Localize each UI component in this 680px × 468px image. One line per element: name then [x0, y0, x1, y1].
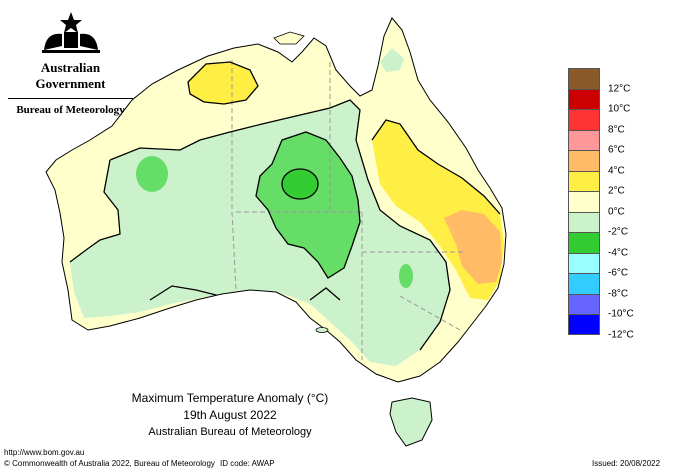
legend-label: -8°C [608, 288, 629, 299]
legend-label: -6°C [608, 267, 629, 279]
legend-swatch [568, 150, 600, 171]
nw-warm-zone [188, 62, 258, 104]
se-cool-spot [399, 264, 413, 288]
legend-swatch [568, 109, 600, 130]
anomaly-zone-minus4 [256, 132, 360, 278]
footer-id-code: ID code: AWAP [220, 459, 275, 468]
footer-copyright: © Commonwealth of Australia 2022, Bureau… [4, 459, 215, 468]
footer-issued: Issued: 20/08/2022 [592, 459, 661, 468]
legend-swatch [568, 170, 600, 191]
map-source: Australian Bureau of Meteorology [148, 426, 312, 438]
anomaly-zone-minus6 [282, 169, 318, 199]
legend-label: 6°C [608, 144, 625, 156]
map-caption: Maximum Temperature Anomaly (°C) 19th Au… [80, 390, 380, 441]
legend-label: 0°C [608, 206, 625, 217]
legend-swatch [568, 129, 600, 150]
west-cool-spot [136, 156, 168, 192]
legend-label: -2°C [608, 226, 629, 238]
anomaly-contours [69, 61, 501, 351]
east-hot-zone [444, 210, 502, 284]
legend-label: -12°C [608, 329, 634, 340]
map-date: 19th August 2022 [183, 408, 277, 422]
legend-swatch [568, 232, 600, 253]
kangaroo-island [315, 327, 329, 333]
legend-label: -4°C [608, 247, 629, 258]
map-title: Maximum Temperature Anomaly (°C) [131, 391, 329, 405]
state-borders [231, 60, 464, 360]
legend-swatch [568, 88, 600, 109]
legend-label: 4°C [608, 165, 625, 176]
footer-url[interactable]: http://www.bom.gov.au [4, 448, 85, 457]
melville-island [273, 31, 305, 45]
bureau-title: Bureau of Meteorology [8, 98, 133, 116]
legend-label: -10°C [608, 308, 634, 320]
legend-swatch [568, 293, 600, 314]
legend-swatch [568, 211, 600, 232]
government-logo: Australian Government Bureau of Meteorol… [8, 12, 133, 116]
government-title: Australian Government [35, 60, 106, 91]
legend-swatch [568, 273, 600, 294]
legend-swatch [568, 252, 600, 273]
north-green-patch [380, 48, 404, 72]
legend-swatch [568, 191, 600, 212]
legend-label: 2°C [608, 185, 625, 197]
legend-label: 8°C [608, 124, 625, 135]
coat-of-arms-icon [42, 12, 100, 53]
legend-label: 10°C [608, 103, 631, 115]
color-legend [568, 68, 602, 335]
legend-label: 12°C [608, 83, 631, 94]
legend-swatch [568, 314, 600, 335]
legend-swatch [568, 68, 600, 89]
tasmania [389, 397, 433, 447]
